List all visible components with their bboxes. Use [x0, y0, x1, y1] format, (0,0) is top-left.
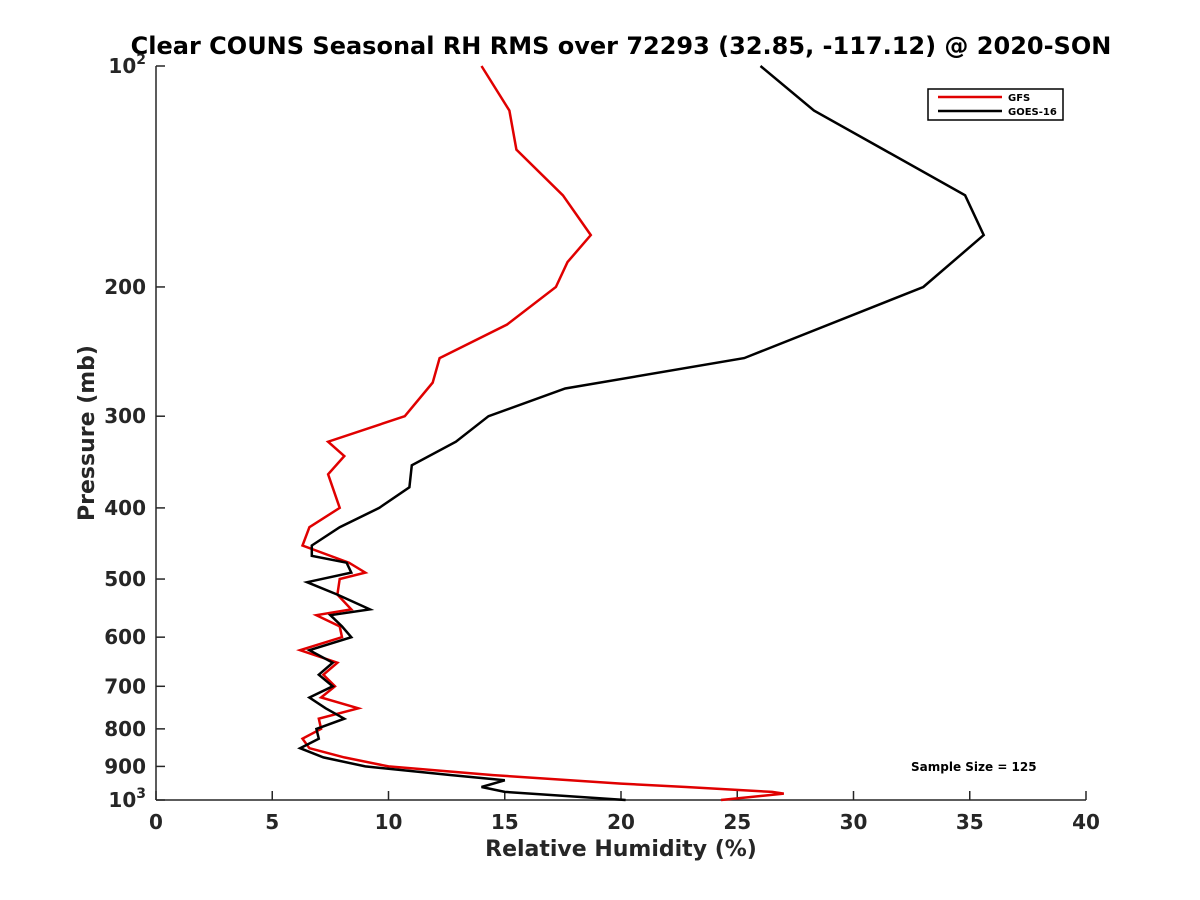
x-tick-label: 40 — [1072, 810, 1100, 834]
legend: GFS GOES-16 — [927, 88, 1064, 121]
sample-size-annotation: Sample Size = 125 — [911, 760, 1037, 774]
series-lines — [296, 65, 986, 802]
x-tick-label: 20 — [607, 810, 635, 834]
x-tick-label: 5 — [265, 810, 279, 834]
x-ticks: 0 5 10 15 20 25 30 35 40 — [149, 791, 1100, 834]
x-tick-label: 30 — [840, 810, 868, 834]
plot-area — [155, 66, 1086, 801]
y-tick-label: 300 — [104, 404, 146, 428]
y-axis-label: Pressure (mb) — [75, 345, 100, 521]
x-tick-label: 35 — [956, 810, 984, 834]
y-tick-label: 700 — [104, 674, 146, 698]
x-tick-label: 10 — [375, 810, 403, 834]
y-ticks: 102 200 300 400 500 600 700 800 900 103 — [104, 52, 165, 812]
series-line-goes16 — [297, 65, 986, 802]
y-tick-label: 900 — [104, 754, 146, 778]
y-tick-label: 200 — [104, 275, 146, 299]
x-tick-label: 15 — [491, 810, 519, 834]
legend-label-gfs: GFS — [1008, 93, 1030, 104]
chart-title: Clear COUNS Seasonal RH RMS over 72293 (… — [131, 32, 1112, 60]
y-tick-label: 500 — [104, 567, 146, 591]
y-tick-label: 600 — [104, 625, 146, 649]
y-tick-label: 400 — [104, 496, 146, 520]
legend-box — [927, 88, 1064, 121]
x-tick-label: 25 — [723, 810, 751, 834]
series-line-gfs — [296, 65, 784, 802]
y-tick-label: 800 — [104, 717, 146, 741]
y-tick-label: 103 — [108, 786, 146, 812]
y-tick-label: 102 — [108, 52, 146, 78]
legend-label-goes16: GOES-16 — [1008, 107, 1057, 118]
x-tick-label: 0 — [149, 810, 163, 834]
x-axis-label: Relative Humidity (%) — [485, 837, 757, 862]
